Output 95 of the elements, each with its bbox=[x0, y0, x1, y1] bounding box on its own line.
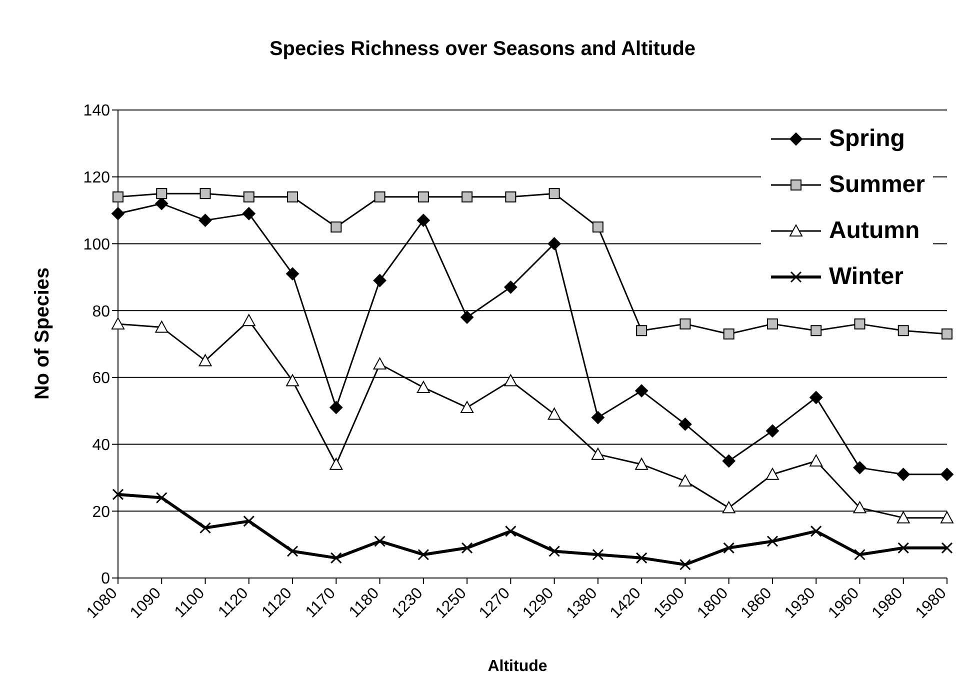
point bbox=[766, 468, 779, 480]
point bbox=[504, 280, 518, 294]
point bbox=[460, 401, 474, 414]
point bbox=[853, 501, 866, 514]
point bbox=[723, 542, 735, 554]
point bbox=[374, 191, 386, 202]
point bbox=[242, 207, 256, 220]
point bbox=[940, 468, 954, 481]
point bbox=[592, 548, 604, 560]
point bbox=[766, 535, 778, 547]
point bbox=[461, 542, 473, 554]
point bbox=[853, 461, 866, 474]
point bbox=[723, 328, 734, 340]
point bbox=[810, 325, 822, 336]
chart-title: Species Richness over Seasons and Altitude bbox=[268, 37, 697, 62]
point bbox=[591, 448, 604, 460]
point bbox=[418, 548, 430, 560]
y-tick-label: 20 bbox=[92, 504, 110, 521]
point bbox=[942, 328, 952, 340]
point bbox=[854, 318, 866, 330]
point bbox=[242, 314, 256, 326]
point bbox=[416, 380, 430, 393]
point bbox=[156, 188, 168, 200]
point bbox=[636, 325, 648, 336]
point bbox=[592, 222, 604, 232]
point bbox=[287, 191, 298, 202]
point bbox=[591, 411, 604, 424]
point bbox=[460, 310, 474, 324]
point bbox=[112, 191, 124, 202]
point bbox=[505, 191, 516, 202]
point bbox=[722, 454, 736, 468]
legend-label: Summer bbox=[828, 171, 925, 199]
point bbox=[198, 214, 212, 227]
point bbox=[286, 546, 298, 558]
point bbox=[854, 548, 866, 560]
point bbox=[810, 525, 822, 537]
point bbox=[156, 492, 168, 504]
point bbox=[330, 401, 343, 414]
point bbox=[374, 535, 386, 547]
y-tick-label: 100 bbox=[83, 236, 110, 254]
point bbox=[896, 511, 910, 524]
point bbox=[766, 318, 778, 330]
y-tick-label: 40 bbox=[92, 436, 110, 454]
point bbox=[722, 501, 736, 514]
point bbox=[155, 320, 168, 333]
point bbox=[940, 511, 954, 524]
point bbox=[898, 325, 909, 336]
point bbox=[678, 418, 692, 431]
point bbox=[418, 191, 429, 202]
point bbox=[679, 558, 691, 570]
x-axis-title: Altitude bbox=[486, 658, 548, 676]
point bbox=[243, 515, 255, 527]
point bbox=[896, 468, 910, 481]
point bbox=[286, 374, 300, 386]
point bbox=[810, 390, 823, 404]
point bbox=[155, 197, 168, 210]
point bbox=[941, 542, 953, 554]
y-tick-label: 120 bbox=[83, 170, 110, 187]
point bbox=[112, 488, 124, 500]
point bbox=[330, 552, 342, 564]
point bbox=[330, 458, 343, 470]
point bbox=[416, 214, 430, 227]
point bbox=[548, 546, 560, 558]
point bbox=[635, 458, 648, 470]
point bbox=[200, 188, 211, 200]
point bbox=[462, 191, 473, 202]
point bbox=[898, 542, 910, 554]
point bbox=[548, 237, 561, 250]
point bbox=[635, 384, 648, 398]
point bbox=[373, 274, 386, 287]
point bbox=[636, 552, 648, 564]
point bbox=[243, 191, 254, 202]
y-tick-label: 60 bbox=[92, 370, 110, 388]
legend-label: Spring bbox=[828, 125, 905, 153]
point bbox=[286, 267, 300, 280]
point bbox=[373, 358, 386, 370]
point bbox=[112, 317, 124, 330]
legend-label: Winter bbox=[828, 263, 904, 291]
y-tick-label: 140 bbox=[83, 102, 110, 120]
y-tick-label: 0 bbox=[101, 570, 110, 588]
point bbox=[810, 454, 823, 466]
point bbox=[680, 318, 691, 330]
legend-label: Autumn bbox=[828, 217, 920, 245]
point bbox=[504, 525, 516, 537]
y-tick-label: 80 bbox=[92, 303, 110, 320]
point bbox=[678, 474, 692, 487]
point bbox=[200, 522, 212, 534]
point bbox=[198, 354, 212, 366]
point bbox=[504, 374, 518, 386]
point bbox=[112, 207, 124, 220]
point bbox=[548, 188, 560, 200]
point bbox=[330, 222, 342, 232]
point bbox=[548, 408, 561, 420]
y-axis-title: No of Species bbox=[32, 266, 54, 400]
point bbox=[766, 424, 779, 438]
